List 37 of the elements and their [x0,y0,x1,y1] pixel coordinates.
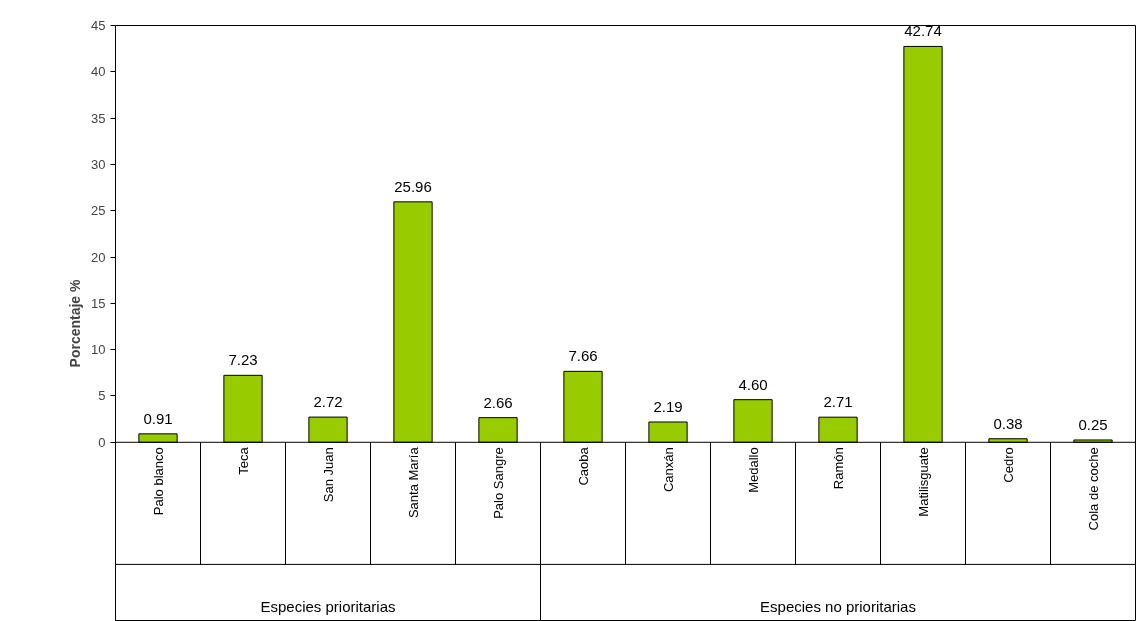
x-tick-label: Cedro [1000,447,1016,483]
data-label: 2.66 [483,393,513,411]
y-tick-label: 25 [91,203,106,219]
x-tick-label: Santa María [405,446,421,519]
x-tick-label: Matilisguate [915,447,931,517]
y-tick-label: 0 [98,434,106,450]
y-tick-label: 15 [91,295,106,311]
x-tick-label: Teca [235,446,251,475]
data-label: 0.38 [993,414,1023,432]
x-tick-label: Ramón [830,447,846,490]
data-label: 7.66 [568,347,598,365]
y-tick-label: 40 [91,64,106,80]
data-label: 0.25 [1078,415,1108,433]
data-label: 2.19 [653,398,683,415]
x-tick-label: Canxán [660,447,676,493]
x-tick-label: Palo blanco [150,447,166,516]
y-tick-label: 45 [91,18,106,33]
y-tick-label: 5 [98,388,106,404]
data-label: 0.91 [143,409,173,427]
x-tick-label: Cola de coche [1085,447,1101,531]
x-tick-label: Palo Sangre [490,447,506,519]
y-tick-label: 10 [91,342,106,358]
x-tick-label: Medallo [745,447,761,493]
y-tick-label: 30 [91,156,106,172]
data-label: 2.71 [823,393,853,411]
data-label: 42.74 [904,22,942,40]
y-axis-title: Porcentaje % [67,278,84,368]
data-label: 4.60 [738,375,768,393]
y-tick-label: 20 [91,249,106,265]
x-tick-label: San Juan [320,447,336,503]
data-label: 7.23 [228,351,258,369]
y-tick-label: 35 [91,110,106,126]
text: Especies no prioritarias [760,598,916,616]
text: Especies prioritarias [260,598,396,616]
data-label: 2.72 [313,393,343,411]
data-label: 25.96 [394,177,432,195]
x-tick-label: Caoba [575,446,591,486]
